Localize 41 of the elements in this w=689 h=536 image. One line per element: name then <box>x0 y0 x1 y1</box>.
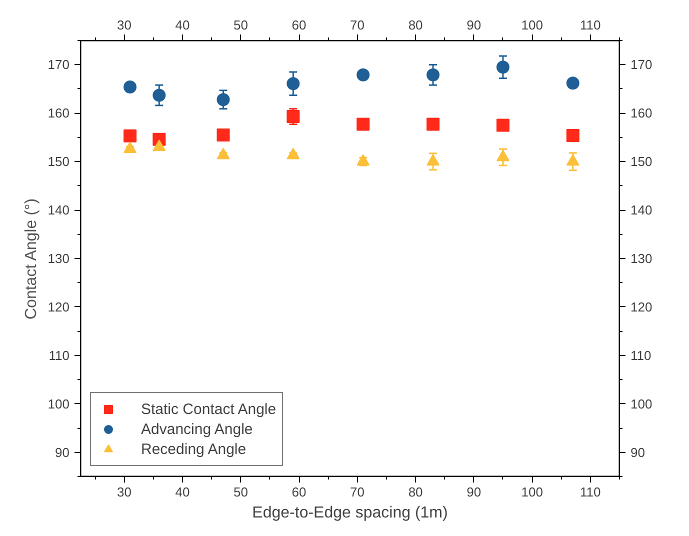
x2-tick-label: 30 <box>116 484 132 500</box>
y2-tick-label: 110 <box>630 348 652 363</box>
x-tick-label: 70 <box>350 18 365 32</box>
y2-tick-label: 90 <box>630 444 645 460</box>
x-tick-label: 60 <box>292 18 306 32</box>
y-tick-label: 170 <box>48 57 70 72</box>
x-tick-label: 50 <box>234 18 248 32</box>
legend-label: Static Contact Angle <box>141 400 276 418</box>
x2-tick-label: 90 <box>466 484 482 500</box>
y-tick-label: 110 <box>48 348 70 363</box>
x2-tick-label: 110 <box>580 484 601 500</box>
y2-tick-label: 160 <box>630 106 652 121</box>
y2-tick-label: 100 <box>630 396 652 412</box>
x2-tick-label: 60 <box>292 484 306 500</box>
x-tick-label: 30 <box>116 18 132 32</box>
y-tick-label: 90 <box>55 444 70 460</box>
y-tick-label: 150 <box>48 154 70 170</box>
y2-tick-label: 130 <box>630 251 652 266</box>
legend-label: Receding Angle <box>141 440 246 458</box>
y-tick-label: 100 <box>48 396 70 412</box>
x2-tick-label: 70 <box>350 484 365 500</box>
x2-tick-label: 100 <box>521 484 543 500</box>
x-axis-title: Edge-to-Edge spacing (1m) <box>252 504 448 522</box>
x2-tick-label: 50 <box>234 484 248 500</box>
x-tick-label: 100 <box>521 18 543 32</box>
y-tick-label: 140 <box>48 202 70 218</box>
x-tick-label: 40 <box>175 18 190 32</box>
x-tick-label: 110 <box>580 18 601 32</box>
y2-tick-label: 120 <box>630 299 652 314</box>
x-tick-label: 80 <box>408 18 423 32</box>
y-tick-label: 120 <box>48 299 70 314</box>
y2-tick-label: 170 <box>630 57 652 72</box>
y-axis-title: Contact Angle (°) <box>22 198 40 320</box>
y-tick-label: 130 <box>48 251 70 266</box>
y2-tick-label: 140 <box>630 202 652 218</box>
y-tick-label: 160 <box>48 106 70 121</box>
x2-tick-label: 40 <box>175 484 190 500</box>
y2-tick-label: 150 <box>630 154 652 170</box>
legend-label: Advancing Angle <box>141 420 253 438</box>
x2-tick-label: 80 <box>408 484 423 500</box>
x-tick-label: 90 <box>466 18 482 32</box>
